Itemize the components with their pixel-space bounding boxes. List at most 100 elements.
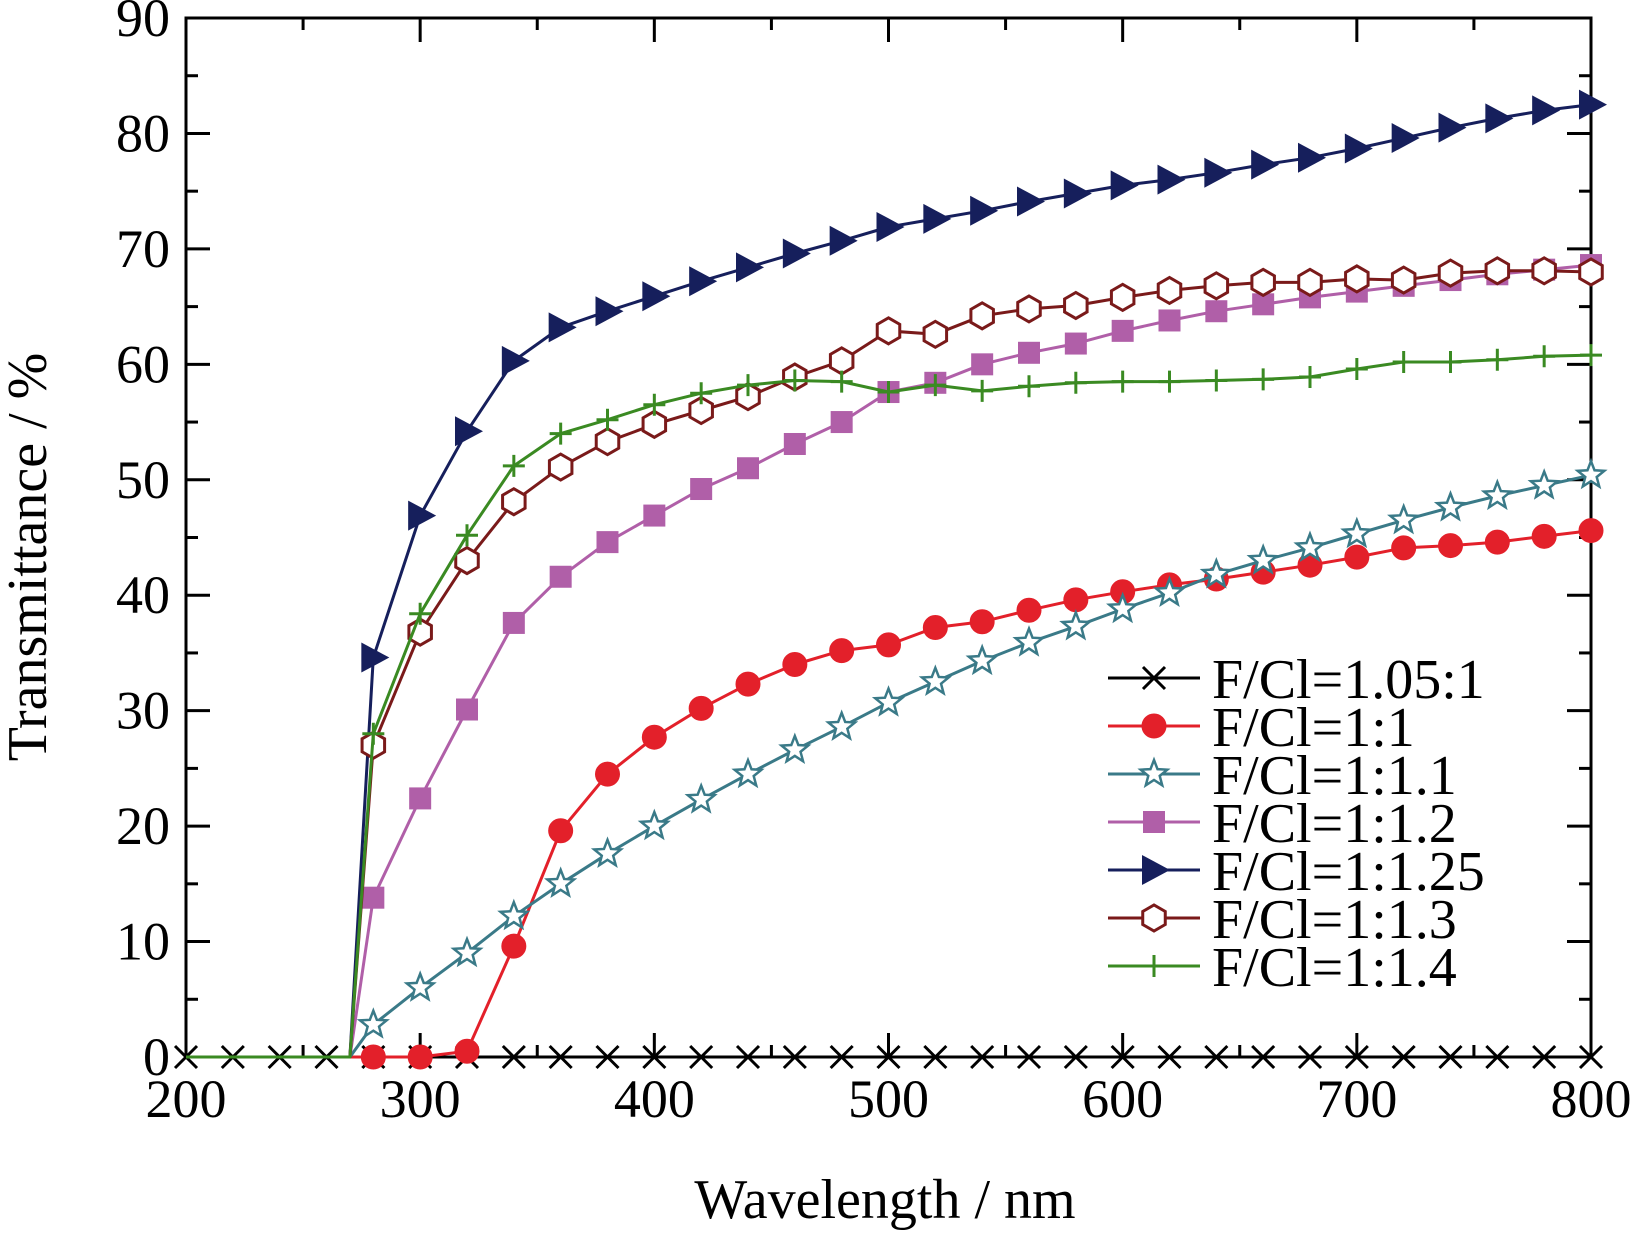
legend-item-3: F/Cl=1:1.2 — [1108, 793, 1457, 855]
data-point — [828, 346, 855, 376]
data-point — [637, 808, 671, 841]
data-point — [876, 211, 905, 242]
data-point — [1158, 370, 1181, 393]
series-1 — [186, 518, 1604, 1070]
data-point — [549, 422, 572, 445]
data-point — [501, 486, 527, 517]
data-point — [1204, 1044, 1229, 1070]
data-point — [1016, 597, 1042, 623]
data-point — [923, 1044, 948, 1070]
data-point — [1484, 256, 1511, 286]
data-point — [1157, 1044, 1182, 1070]
data-point — [923, 203, 952, 234]
data-point — [502, 454, 525, 477]
data-point — [596, 531, 619, 554]
data-point — [455, 416, 483, 447]
data-point — [875, 316, 902, 346]
x-axis-title: Wavelength / nm — [694, 1169, 1075, 1231]
data-point — [829, 225, 858, 256]
data-point — [642, 281, 671, 312]
data-point — [1390, 265, 1417, 295]
data-point — [1344, 544, 1370, 570]
data-point — [1106, 591, 1140, 624]
legend-label: F/Cl=1:1.4 — [1212, 937, 1457, 999]
data-point — [407, 1044, 433, 1070]
data-point — [1064, 332, 1087, 355]
legend-label: F/Cl=1:1.1 — [1212, 745, 1457, 807]
data-point — [737, 374, 759, 397]
data-point — [1251, 149, 1280, 180]
y-tick-label: 60 — [116, 334, 170, 394]
data-point — [544, 866, 578, 898]
data-point — [1391, 535, 1417, 561]
data-point — [590, 836, 625, 868]
y-tick-label: 40 — [116, 565, 170, 625]
legend-item-0: F/Cl=1.05:1 — [1108, 649, 1485, 711]
data-point — [690, 478, 713, 501]
data-point — [1111, 370, 1134, 393]
data-point — [1532, 1044, 1557, 1070]
data-point — [502, 611, 525, 634]
data-point — [547, 452, 574, 482]
data-point — [403, 970, 437, 1002]
data-point — [1433, 490, 1468, 522]
data-point — [1484, 529, 1510, 555]
series-4 — [186, 89, 1607, 1059]
data-point — [735, 381, 761, 412]
data-point — [918, 664, 952, 696]
y-tick-label: 30 — [116, 681, 170, 741]
data-point — [1251, 1044, 1276, 1070]
data-point — [501, 933, 527, 959]
data-point — [1299, 366, 1321, 389]
data-point — [595, 761, 620, 787]
axes-layer: 200 300 400 500 600 700 800 0 10 20 30 40 50 60 70 80 90 — [116, 0, 1632, 1129]
y-tick-label: 10 — [116, 912, 170, 972]
x-tick-label: 200 — [146, 1069, 227, 1129]
series-6 — [186, 344, 1602, 1059]
data-point — [825, 709, 859, 741]
data-point — [1016, 294, 1042, 324]
data-point — [877, 381, 900, 404]
data-point — [1345, 357, 1368, 380]
data-point — [408, 500, 437, 531]
data-point — [829, 638, 855, 664]
data-point — [829, 1044, 854, 1070]
data-point — [1391, 123, 1420, 154]
data-point — [1437, 258, 1464, 288]
legend-label: F/Cl=1:1 — [1212, 697, 1415, 759]
data-point — [1157, 164, 1186, 195]
y-tick-label: 90 — [116, 0, 170, 48]
data-point — [731, 756, 765, 789]
data-point — [1340, 516, 1374, 549]
data-point — [735, 1044, 761, 1070]
data-point — [970, 195, 999, 226]
y-tick-label: 20 — [116, 796, 170, 856]
data-point — [1391, 1044, 1416, 1070]
data-point — [1156, 275, 1183, 306]
data-point — [409, 602, 432, 625]
data-point — [969, 609, 995, 635]
data-point — [871, 685, 906, 717]
x-tick-label: 600 — [1082, 1069, 1163, 1129]
data-point — [1012, 625, 1046, 657]
data-point — [595, 1044, 620, 1070]
data-point — [970, 1044, 995, 1070]
data-point — [641, 409, 668, 440]
data-point — [736, 252, 764, 283]
legend-label: F/Cl=1:1.25 — [1212, 841, 1485, 903]
data-point — [922, 615, 948, 641]
data-point — [1578, 257, 1604, 287]
data-point — [1486, 348, 1509, 371]
data-point — [1527, 468, 1561, 500]
data-point — [1063, 290, 1089, 321]
data-point — [1438, 112, 1467, 143]
data-point — [1293, 530, 1327, 563]
data-point — [783, 369, 806, 392]
data-point — [876, 1044, 901, 1070]
legend-item-1: F/Cl=1:1 — [1108, 697, 1415, 759]
data-point — [1064, 371, 1087, 394]
data-point — [456, 524, 478, 547]
data-point — [1252, 293, 1275, 316]
data-point — [454, 1038, 480, 1064]
data-point — [1485, 103, 1514, 134]
